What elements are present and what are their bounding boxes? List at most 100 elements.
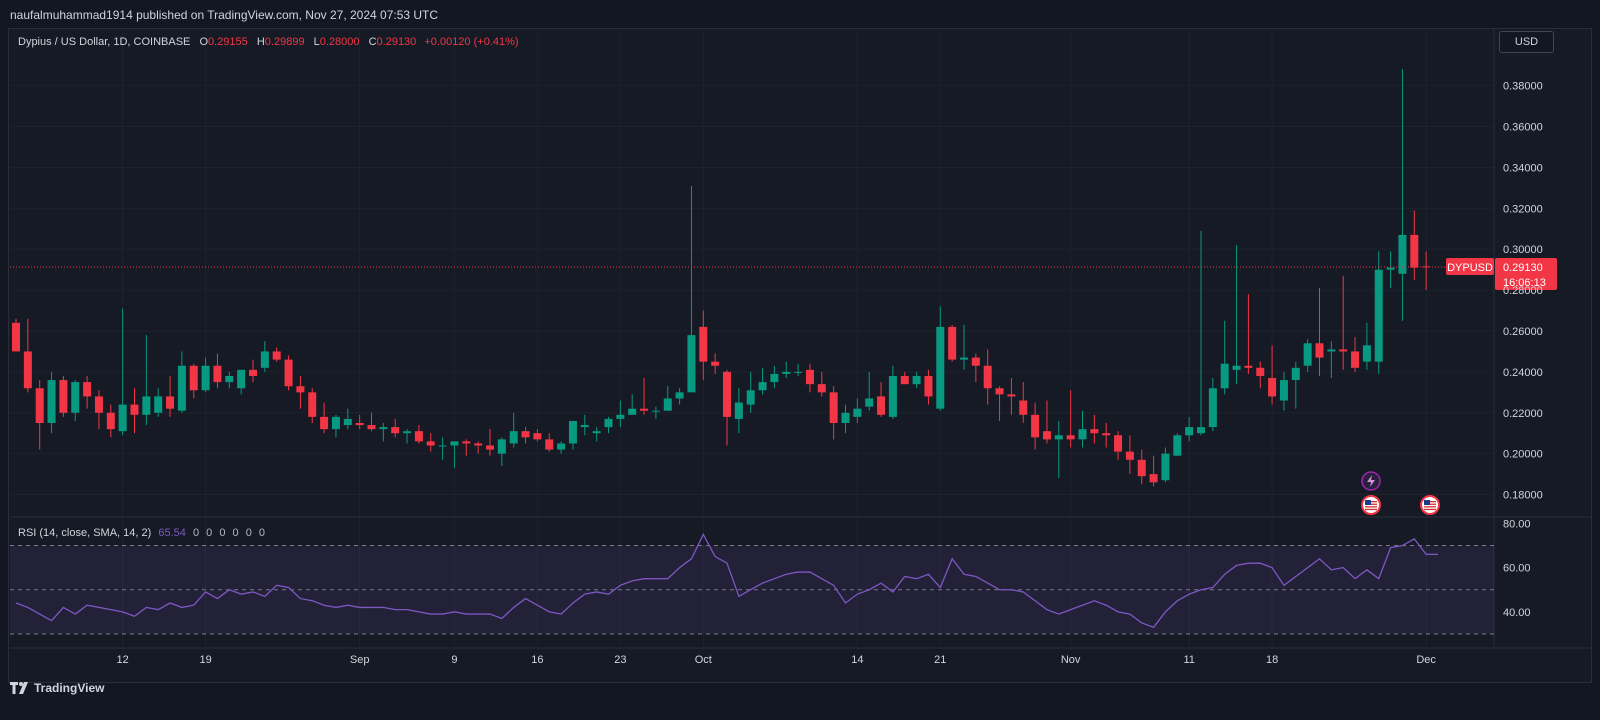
candle — [142, 396, 151, 415]
close-value: 0.29130 — [376, 36, 417, 48]
candle — [924, 375, 933, 397]
candle — [687, 335, 696, 393]
flag-stripe — [1424, 506, 1436, 508]
candle — [865, 398, 874, 407]
candle — [568, 420, 577, 444]
time-tick-label: 12 — [117, 654, 129, 666]
close-label: C — [368, 36, 377, 48]
candle — [1339, 349, 1348, 352]
rsi-title: RSI (14, close, SMA, 14, 2) — [18, 527, 152, 539]
symbol-title: Dypius / US Dollar, 1D, COINBASE — [18, 36, 191, 48]
candle — [367, 425, 376, 430]
candle — [1220, 363, 1229, 389]
rsi-zero: 0 — [245, 527, 252, 539]
candle — [1090, 429, 1099, 434]
flag-stripe — [1365, 508, 1377, 511]
candle — [509, 431, 518, 444]
lightning-icon-bolt — [1367, 475, 1375, 487]
candle — [829, 392, 838, 423]
candle — [308, 392, 317, 417]
candle — [948, 326, 957, 360]
candle — [640, 408, 649, 411]
candle — [723, 371, 731, 417]
candle — [1327, 349, 1336, 352]
rsi-tick-label: 60.00 — [1503, 563, 1531, 575]
candle — [900, 375, 909, 385]
candle — [734, 402, 743, 419]
tradingview-logo[interactable]: TradingView — [10, 681, 104, 695]
low-value: 0.28000 — [319, 36, 360, 48]
flag-stripe — [1424, 508, 1436, 511]
high-value: 0.29899 — [264, 36, 305, 48]
candle — [94, 396, 103, 413]
candle — [1208, 388, 1217, 428]
candle — [711, 361, 720, 366]
candle — [545, 439, 554, 450]
candle — [1078, 429, 1087, 440]
candle — [1303, 343, 1312, 366]
rsi-zero: 0 — [192, 527, 200, 539]
price-tag — [1495, 258, 1557, 291]
candle — [166, 396, 175, 409]
candle — [23, 351, 32, 389]
candle — [1042, 431, 1051, 440]
candle — [497, 439, 506, 454]
currency-button[interactable]: USD — [1499, 31, 1554, 53]
rsi-value: 65.54 — [158, 527, 186, 539]
candle — [426, 441, 435, 446]
candle — [296, 386, 305, 393]
candle — [1137, 459, 1146, 477]
candle — [616, 414, 625, 419]
candle — [343, 418, 352, 426]
time-tick-label: 21 — [934, 654, 946, 666]
symbol-legend: Dypius / US Dollar, 1D, COINBASE O0.2915… — [18, 36, 519, 48]
rsi-zero: 0 — [206, 527, 213, 539]
candle — [284, 359, 293, 387]
price-tick-label: 0.38000 — [1503, 81, 1543, 93]
candle — [12, 322, 20, 352]
candle — [758, 382, 767, 391]
candle — [592, 431, 601, 434]
price-tick-label: 0.28000 — [1503, 285, 1543, 297]
time-tick-label: 16 — [531, 654, 543, 666]
candle — [414, 431, 423, 442]
candle — [225, 375, 234, 383]
candle — [320, 416, 329, 430]
flag-canton — [1424, 500, 1430, 505]
candle — [1315, 343, 1324, 358]
rsi-zero: 0 — [258, 527, 265, 539]
candle — [331, 416, 340, 430]
candle — [189, 365, 198, 391]
candle — [557, 443, 566, 450]
candle — [533, 433, 542, 440]
candle — [521, 431, 530, 438]
candle — [1410, 234, 1419, 268]
time-tick-label: 23 — [614, 654, 626, 666]
candle — [971, 357, 980, 366]
candle — [1185, 427, 1194, 436]
price-axis: 0.38000 0.36000 0.34000 0.32000 0.30000 0.280… — [1503, 81, 1543, 619]
candle — [154, 396, 163, 413]
price-tick-label: 0.24000 — [1503, 367, 1543, 379]
symbol-tag — [1446, 258, 1494, 276]
time-tick-label: 9 — [451, 654, 457, 666]
candles-group: DYPUSD 0.29130 16:06:13 — [10, 69, 1557, 487]
candle — [1386, 267, 1395, 270]
price-tag-value: 0.29130 — [1503, 262, 1543, 274]
candle — [888, 375, 897, 417]
time-tick-label: Oct — [695, 654, 712, 666]
candle — [272, 351, 281, 360]
time-axis: 12 19 Sep 9 16 23 Oct 14 21 Nov 11 18 Dec — [117, 654, 1437, 666]
candle — [1102, 433, 1111, 436]
candle — [474, 443, 483, 446]
candle — [260, 351, 269, 368]
us-flag-icon — [1420, 495, 1440, 515]
candle — [118, 404, 127, 432]
lightning-icon — [1361, 471, 1381, 491]
price-tick-label: 0.20000 — [1503, 449, 1543, 461]
candle — [960, 357, 968, 360]
candle — [403, 431, 412, 434]
price-tick-label: 0.36000 — [1503, 122, 1543, 134]
